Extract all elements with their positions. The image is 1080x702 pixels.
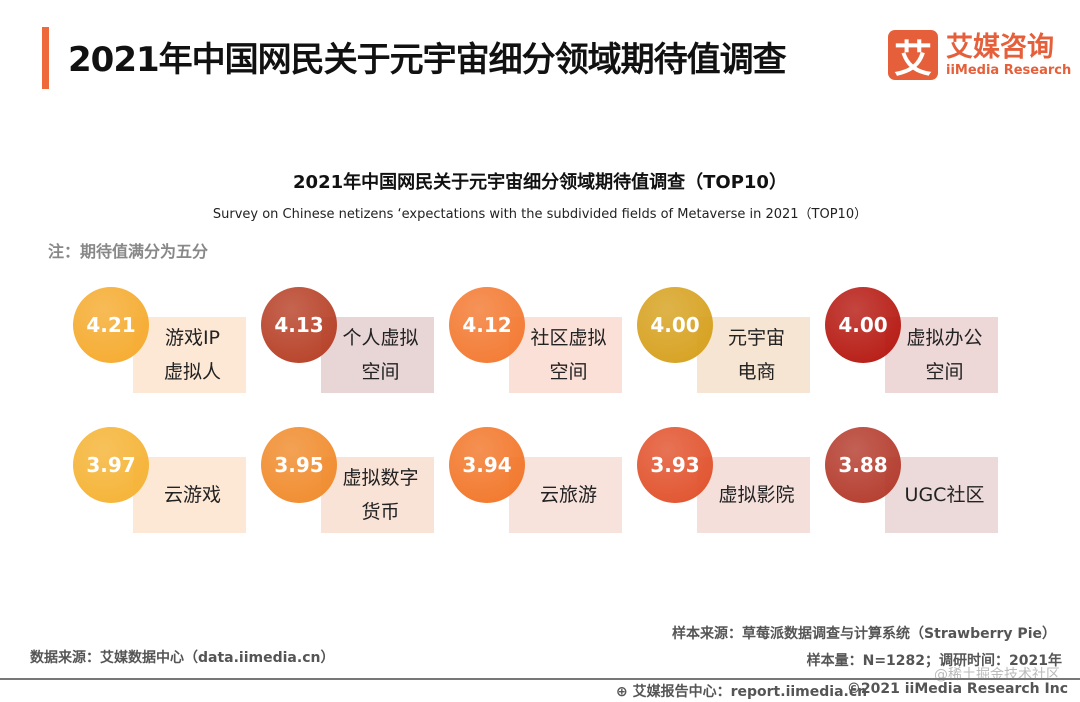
logo: 艾 艾媒咨询 iiMedia Research xyxy=(888,30,1072,81)
copyright: ©2021 iiMedia Research Inc xyxy=(846,681,1068,697)
title-accent-bar xyxy=(42,27,49,89)
chart-note: 注：期待值满分为五分 xyxy=(48,242,209,261)
score-circle: 4.21 xyxy=(73,287,149,363)
item-label: 云游戏 xyxy=(133,457,246,533)
item-label: 虚拟影院 xyxy=(697,457,810,533)
report-center: ⊕ 艾媒报告中心：report.iimedia.cn xyxy=(616,684,868,700)
score-circle: 4.00 xyxy=(825,287,901,363)
logo-cn: 艾媒咨询 xyxy=(946,31,1054,63)
logo-en: iiMedia Research xyxy=(946,62,1072,78)
data-source: 数据来源：艾媒数据中心（data.iimedia.cn） xyxy=(30,650,335,666)
score-item: 虚拟数字 货币 3.95 xyxy=(261,427,441,547)
page-title: 2021年中国网民关于元宇宙细分领域期待值调查 xyxy=(68,40,787,80)
score-item: UGC社区 3.88 xyxy=(825,427,1005,547)
score-item: 游戏IP 虚拟人 4.21 xyxy=(73,287,253,407)
item-label: 元宇宙 电商 xyxy=(697,317,810,393)
score-circle: 4.12 xyxy=(449,287,525,363)
score-circle: 3.88 xyxy=(825,427,901,503)
score-circle: 3.93 xyxy=(637,427,713,503)
score-item: 云游戏 3.97 xyxy=(73,427,253,547)
score-item: 虚拟影院 3.93 xyxy=(637,427,817,547)
logo-mark: 艾 xyxy=(888,30,938,81)
score-item: 元宇宙 电商 4.00 xyxy=(637,287,817,407)
item-label: 云旅游 xyxy=(509,457,622,533)
score-circle: 3.95 xyxy=(261,427,337,503)
globe-icon: ⊕ xyxy=(616,684,633,700)
score-item: 个人虚拟 空间 4.13 xyxy=(261,287,441,407)
item-label: 个人虚拟 空间 xyxy=(321,317,434,393)
footer-divider xyxy=(0,678,1080,680)
score-item: 社区虚拟 空间 4.12 xyxy=(449,287,629,407)
sample-size: 样本量：N=1282；调研时间：2021年 xyxy=(806,653,1062,669)
chart-title: 2021年中国网民关于元宇宙细分领域期待值调查（TOP10） xyxy=(293,172,787,193)
score-circle: 4.13 xyxy=(261,287,337,363)
score-circle: 3.94 xyxy=(449,427,525,503)
item-label: 虚拟数字 货币 xyxy=(321,457,434,533)
chart-subtitle: Survey on Chinese netizens ‘expectations… xyxy=(212,207,868,222)
item-label: 社区虚拟 空间 xyxy=(509,317,622,393)
score-circle: 4.00 xyxy=(637,287,713,363)
score-item: 云旅游 3.94 xyxy=(449,427,629,547)
item-label: 游戏IP 虚拟人 xyxy=(133,317,246,393)
item-label: 虚拟办公 空间 xyxy=(885,317,998,393)
sample-source: 样本来源：草莓派数据调查与计算系统（Strawberry Pie） xyxy=(672,626,1056,642)
score-item: 虚拟办公 空间 4.00 xyxy=(825,287,1005,407)
score-circle: 3.97 xyxy=(73,427,149,503)
item-label: UGC社区 xyxy=(885,457,998,533)
